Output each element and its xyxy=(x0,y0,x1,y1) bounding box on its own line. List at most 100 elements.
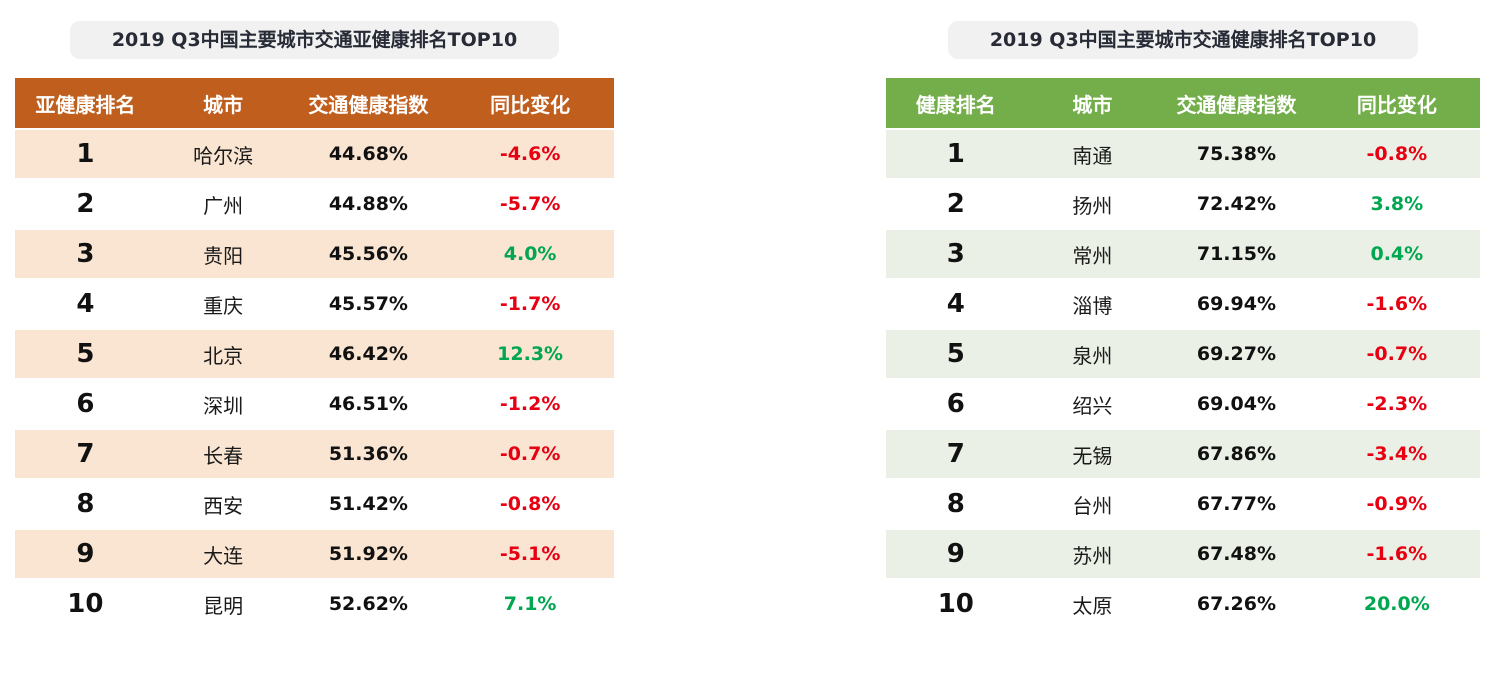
rank-cell: 8 xyxy=(886,480,1026,528)
index-cell: 71.15% xyxy=(1159,230,1314,278)
change-cell: -2.3% xyxy=(1313,380,1480,428)
index-cell: 67.86% xyxy=(1159,430,1314,478)
column-header-yoy-change: 同比变化 xyxy=(446,78,614,128)
table-header-row: 健康排名 城市 交通健康指数 同比变化 xyxy=(886,78,1480,128)
rank-cell: 1 xyxy=(886,130,1026,178)
rank-cell: 5 xyxy=(15,330,156,378)
column-header-yoy-change: 同比变化 xyxy=(1313,78,1480,128)
city-cell: 哈尔滨 xyxy=(155,130,291,178)
table-row: 6 绍兴 69.04% -2.3% xyxy=(886,380,1480,428)
health-table-body: 1 南通 75.38% -0.8% 2 扬州 72.42% 3.8% 3 常州 71.15% 0.4%… xyxy=(886,130,1480,628)
city-cell: 深圳 xyxy=(155,380,291,428)
table-row: 2 广州 44.88% -5.7% xyxy=(15,180,614,228)
city-cell: 扬州 xyxy=(1025,180,1160,228)
rank-cell: 3 xyxy=(15,230,156,278)
change-cell: -1.6% xyxy=(1313,530,1480,578)
table-row: 8 台州 67.77% -0.9% xyxy=(886,480,1480,528)
change-cell: -5.1% xyxy=(446,530,614,578)
change-cell: -1.7% xyxy=(446,280,614,328)
change-cell: -0.7% xyxy=(1313,330,1480,378)
change-cell: -4.6% xyxy=(446,130,614,178)
table-row: 10 昆明 52.62% 7.1% xyxy=(15,580,614,628)
city-cell: 泉州 xyxy=(1025,330,1160,378)
rank-cell: 9 xyxy=(886,530,1026,578)
index-cell: 52.62% xyxy=(290,580,447,628)
index-cell: 69.94% xyxy=(1159,280,1314,328)
subhealth-ranking-table: 亚健康排名 城市 交通健康指数 同比变化 1 哈尔滨 44.68% -4.6% 2 广州 4… xyxy=(15,76,614,630)
health-ranking-panel: 2019 Q3中国主要城市交通健康排名TOP10 健康排名 城市 交通健康指数 … xyxy=(886,21,1480,630)
table-row: 6 深圳 46.51% -1.2% xyxy=(15,380,614,428)
column-header-city: 城市 xyxy=(155,78,291,128)
city-cell: 广州 xyxy=(155,180,291,228)
subhealth-panel-title: 2019 Q3中国主要城市交通亚健康排名TOP10 xyxy=(69,21,560,59)
column-header-city: 城市 xyxy=(1025,78,1160,128)
index-cell: 67.48% xyxy=(1159,530,1314,578)
change-cell: 7.1% xyxy=(446,580,614,628)
city-cell: 贵阳 xyxy=(155,230,291,278)
city-cell: 西安 xyxy=(155,480,291,528)
city-cell: 长春 xyxy=(155,430,291,478)
column-header-subhealth-rank: 亚健康排名 xyxy=(15,78,156,128)
column-header-traffic-health-index: 交通健康指数 xyxy=(1159,78,1314,128)
city-cell: 绍兴 xyxy=(1025,380,1160,428)
index-cell: 67.77% xyxy=(1159,480,1314,528)
table-row: 3 贵阳 45.56% 4.0% xyxy=(15,230,614,278)
rank-cell: 10 xyxy=(15,580,156,628)
table-row: 10 太原 67.26% 20.0% xyxy=(886,580,1480,628)
change-cell: -0.9% xyxy=(1313,480,1480,528)
index-cell: 51.42% xyxy=(290,480,447,528)
subhealth-ranking-panel: 2019 Q3中国主要城市交通亚健康排名TOP10 亚健康排名 城市 交通健康指… xyxy=(15,21,614,630)
table-row: 2 扬州 72.42% 3.8% xyxy=(886,180,1480,228)
index-cell: 72.42% xyxy=(1159,180,1314,228)
city-cell: 淄博 xyxy=(1025,280,1160,328)
change-cell: -0.8% xyxy=(446,480,614,528)
city-cell: 南通 xyxy=(1025,130,1160,178)
column-header-health-rank: 健康排名 xyxy=(886,78,1026,128)
change-cell: -1.6% xyxy=(1313,280,1480,328)
index-cell: 44.88% xyxy=(290,180,447,228)
index-cell: 51.92% xyxy=(290,530,447,578)
rank-cell: 2 xyxy=(886,180,1026,228)
city-cell: 北京 xyxy=(155,330,291,378)
health-ranking-table: 健康排名 城市 交通健康指数 同比变化 1 南通 75.38% -0.8% 2 扬州 72.… xyxy=(886,76,1480,630)
change-cell: 0.4% xyxy=(1313,230,1480,278)
index-cell: 46.42% xyxy=(290,330,447,378)
index-cell: 75.38% xyxy=(1159,130,1314,178)
subhealth-table-body: 1 哈尔滨 44.68% -4.6% 2 广州 44.88% -5.7% 3 贵阳 45.56% 4.… xyxy=(15,130,614,628)
change-cell: -0.7% xyxy=(446,430,614,478)
city-cell: 太原 xyxy=(1025,580,1160,628)
index-cell: 67.26% xyxy=(1159,580,1314,628)
rank-cell: 6 xyxy=(15,380,156,428)
table-row: 4 淄博 69.94% -1.6% xyxy=(886,280,1480,328)
change-cell: 12.3% xyxy=(446,330,614,378)
index-cell: 69.04% xyxy=(1159,380,1314,428)
city-cell: 常州 xyxy=(1025,230,1160,278)
rank-cell: 4 xyxy=(886,280,1026,328)
rank-cell: 9 xyxy=(15,530,156,578)
table-row: 4 重庆 45.57% -1.7% xyxy=(15,280,614,328)
index-cell: 45.56% xyxy=(290,230,447,278)
rank-cell: 2 xyxy=(15,180,156,228)
table-row: 8 西安 51.42% -0.8% xyxy=(15,480,614,528)
table-row: 1 南通 75.38% -0.8% xyxy=(886,130,1480,178)
change-cell: -0.8% xyxy=(1313,130,1480,178)
rank-cell: 1 xyxy=(15,130,156,178)
table-header-row: 亚健康排名 城市 交通健康指数 同比变化 xyxy=(15,78,614,128)
rank-cell: 8 xyxy=(15,480,156,528)
table-row: 3 常州 71.15% 0.4% xyxy=(886,230,1480,278)
rank-cell: 6 xyxy=(886,380,1026,428)
city-cell: 昆明 xyxy=(155,580,291,628)
city-cell: 重庆 xyxy=(155,280,291,328)
change-cell: 3.8% xyxy=(1313,180,1480,228)
index-cell: 46.51% xyxy=(290,380,447,428)
rank-cell: 4 xyxy=(15,280,156,328)
change-cell: 20.0% xyxy=(1313,580,1480,628)
rank-cell: 10 xyxy=(886,580,1026,628)
rank-cell: 3 xyxy=(886,230,1026,278)
change-cell: 4.0% xyxy=(446,230,614,278)
city-cell: 台州 xyxy=(1025,480,1160,528)
index-cell: 45.57% xyxy=(290,280,447,328)
table-row: 7 无锡 67.86% -3.4% xyxy=(886,430,1480,478)
health-panel-title: 2019 Q3中国主要城市交通健康排名TOP10 xyxy=(947,21,1419,59)
